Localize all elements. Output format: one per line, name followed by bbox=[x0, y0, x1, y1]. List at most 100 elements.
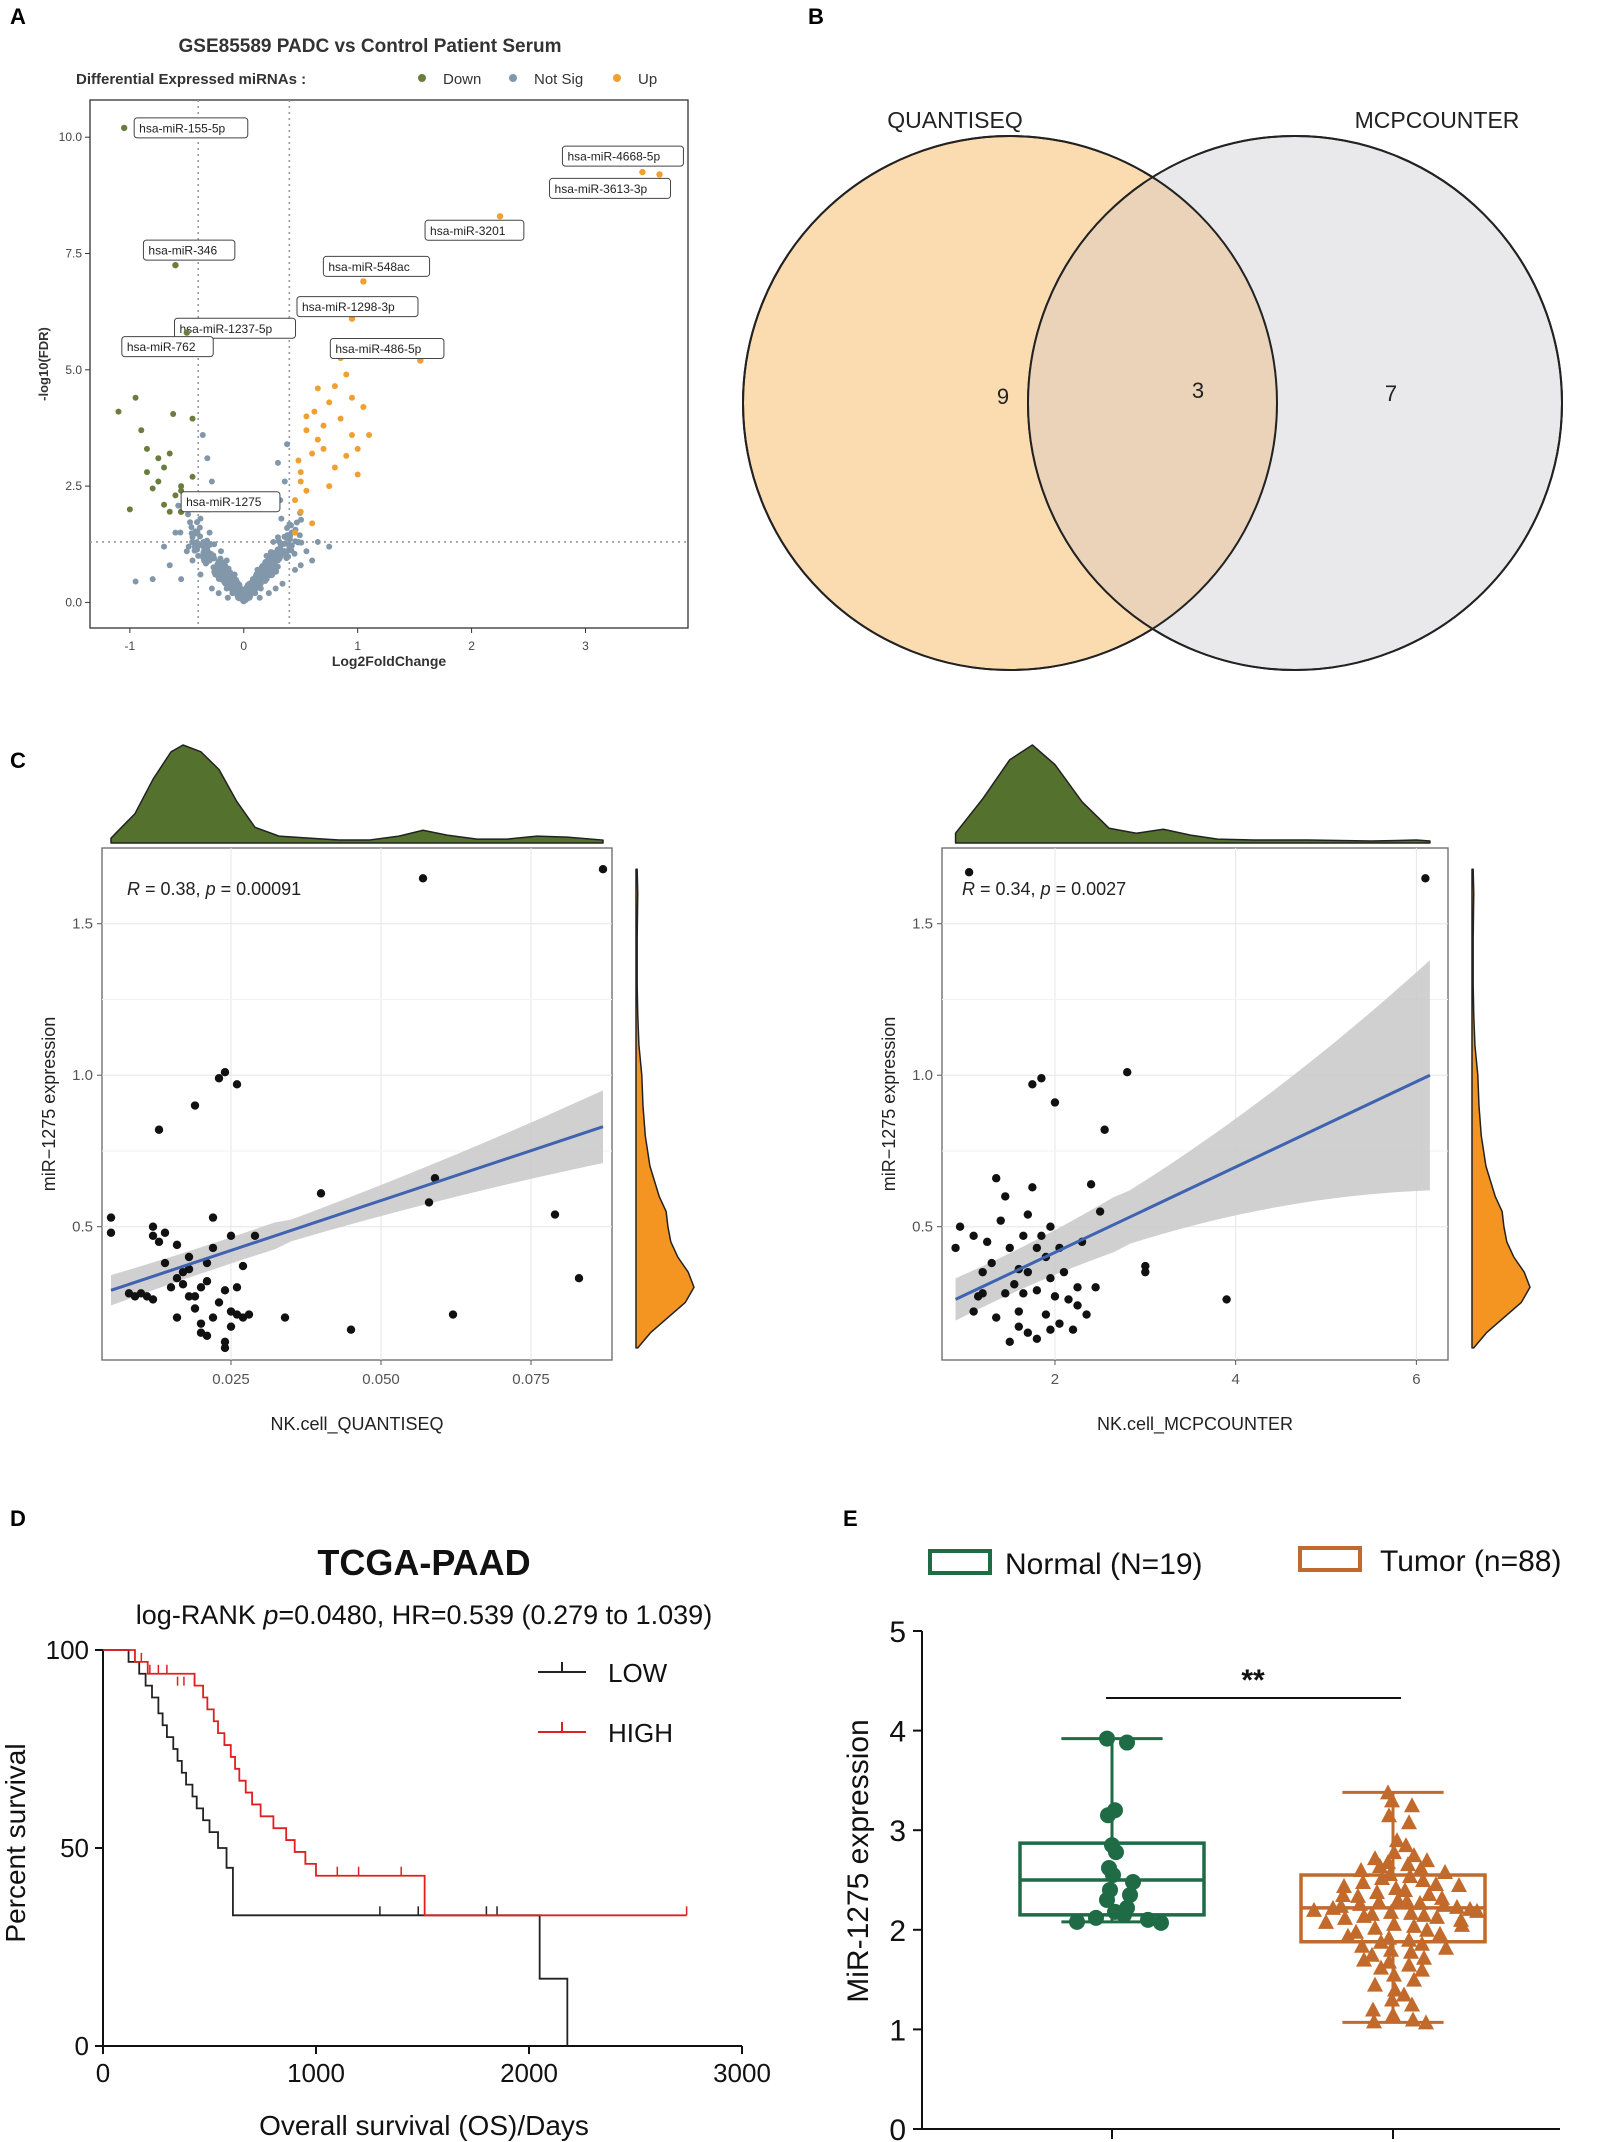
c1-point bbox=[178, 1280, 188, 1289]
volcano-point-notsig bbox=[280, 548, 287, 555]
volcano-point-notsig bbox=[229, 590, 236, 597]
volcano-point-notsig bbox=[279, 580, 286, 587]
box-point-tumor bbox=[1396, 1986, 1412, 2002]
volcano-point-up bbox=[303, 427, 310, 434]
c2-point bbox=[1028, 1080, 1037, 1089]
c1-confidence-band bbox=[111, 1090, 603, 1306]
volcano-point-up bbox=[311, 408, 318, 415]
legend-up-swatch bbox=[613, 74, 621, 82]
box-point-tumor bbox=[1419, 1852, 1435, 1868]
c2-point bbox=[1123, 1067, 1132, 1077]
box-point-tumor bbox=[1369, 1883, 1385, 1899]
c2-point bbox=[1046, 1325, 1055, 1334]
c2-point bbox=[1005, 1243, 1014, 1253]
c2-point bbox=[992, 1174, 1001, 1183]
volcano-label-text: hsa-miR-4668-5p bbox=[567, 150, 660, 164]
volcano-point-notsig bbox=[230, 581, 237, 588]
volcano-label-text: hsa-miR-1275 bbox=[186, 495, 262, 509]
volcano-label-text: hsa-miR-346 bbox=[148, 244, 217, 258]
volcano-point-up bbox=[314, 436, 321, 443]
volcano-point-notsig bbox=[246, 594, 253, 601]
box-point-tumor bbox=[1356, 1907, 1372, 1923]
box-point-normal bbox=[1099, 1891, 1115, 1908]
c2-point bbox=[1041, 1310, 1051, 1319]
volcano-label-box bbox=[142, 239, 236, 261]
volcano-point-down bbox=[161, 501, 168, 508]
c2-point bbox=[1023, 1267, 1033, 1277]
box-point-tumor bbox=[1381, 1929, 1397, 1945]
box-point-normal bbox=[1153, 1914, 1169, 1931]
c1-point bbox=[166, 1283, 176, 1292]
survival-curve-low bbox=[103, 1649, 569, 2046]
c1-point bbox=[238, 1261, 248, 1271]
c2-point bbox=[1028, 1183, 1037, 1192]
panel-label-b: B bbox=[808, 4, 824, 29]
survival-y-tick-label: 0 bbox=[75, 2031, 89, 2061]
volcano-point-notsig bbox=[284, 524, 291, 531]
c1-point bbox=[106, 1228, 116, 1237]
survival-title: TCGA-PAAD bbox=[317, 1542, 530, 1583]
volcano-point-down bbox=[138, 427, 145, 434]
volcano-point-notsig bbox=[202, 545, 209, 552]
c2-point bbox=[955, 1222, 965, 1231]
volcano-point-notsig bbox=[223, 585, 230, 592]
box-point-tumor bbox=[1367, 1976, 1383, 1992]
volcano-y-tick-label: 7.5 bbox=[65, 247, 82, 261]
volcano-label-box bbox=[561, 145, 684, 167]
c1-point bbox=[208, 1313, 218, 1322]
c1-point bbox=[214, 1298, 224, 1307]
box-point-tumor bbox=[1387, 1981, 1403, 1997]
c2-point bbox=[982, 1237, 992, 1247]
c2-point bbox=[964, 868, 974, 877]
volcano-x-tick-label: -1 bbox=[125, 639, 136, 653]
venn-label-mcpcounter: MCPCOUNTER bbox=[1355, 107, 1520, 133]
box-point-tumor bbox=[1413, 1860, 1429, 1876]
c1-x-tick-label: 0.050 bbox=[362, 1371, 400, 1388]
c2-point bbox=[1064, 1295, 1073, 1304]
c2-point bbox=[1095, 1207, 1105, 1216]
box-point-tumor bbox=[1384, 1792, 1400, 1808]
volcano-point-notsig bbox=[263, 576, 270, 583]
box-point-tumor bbox=[1389, 1832, 1405, 1848]
box-point-tumor bbox=[1382, 1866, 1398, 1882]
survival-x-label: Overall survival (OS)/Days bbox=[259, 2110, 589, 2141]
box-y-tick-label: 4 bbox=[889, 1716, 906, 1749]
box-point-normal bbox=[1100, 1807, 1116, 1824]
c2-point bbox=[1055, 1319, 1064, 1328]
c1-point bbox=[316, 1189, 326, 1198]
box-point-tumor bbox=[1337, 1909, 1353, 1925]
significance-marker: ** bbox=[1241, 1664, 1265, 1697]
volcano-point-up bbox=[348, 431, 355, 438]
c1-plot-frame bbox=[101, 847, 613, 1361]
legend-up-label: Up bbox=[638, 71, 657, 88]
box-point-tumor bbox=[1401, 1956, 1417, 1972]
c2-point bbox=[1005, 1337, 1014, 1347]
volcano-point-notsig bbox=[263, 552, 270, 559]
venn-intersection bbox=[1028, 177, 1277, 629]
volcano-point-notsig bbox=[224, 594, 231, 601]
box-point-normal bbox=[1105, 1867, 1121, 1884]
volcano-point-notsig bbox=[297, 562, 304, 569]
box-point-tumor bbox=[1353, 1862, 1369, 1878]
c1-point bbox=[250, 1231, 260, 1240]
correlation-plot-mcpcounter: 2 4 6 0.5 1.0 1.5 R = 0.34, p = 0.0027 NK.cel… bbox=[879, 744, 1531, 1435]
c1-fit-line bbox=[110, 1125, 604, 1292]
volcano-point-notsig bbox=[291, 550, 298, 557]
box-point-tumor bbox=[1469, 1902, 1485, 1918]
volcano-point-notsig bbox=[244, 585, 251, 592]
volcano-label-text: hsa-miR-3201 bbox=[430, 224, 506, 238]
volcano-point-notsig bbox=[281, 478, 288, 485]
box-point-normal bbox=[1069, 1913, 1085, 1930]
volcano-point-notsig bbox=[195, 552, 202, 559]
c1-point bbox=[244, 1310, 254, 1319]
box-point-tumor bbox=[1367, 1919, 1383, 1935]
c1-point bbox=[190, 1304, 200, 1313]
volcano-point-up bbox=[303, 487, 310, 494]
box-point-tumor bbox=[1350, 1887, 1366, 1903]
box-point-tumor bbox=[1414, 1935, 1430, 1951]
volcano-point-notsig bbox=[177, 529, 184, 536]
c1-point bbox=[418, 874, 428, 883]
volcano-point-notsig bbox=[293, 519, 300, 526]
box-point-tumor bbox=[1380, 1854, 1396, 1870]
volcano-point-down bbox=[132, 394, 139, 401]
